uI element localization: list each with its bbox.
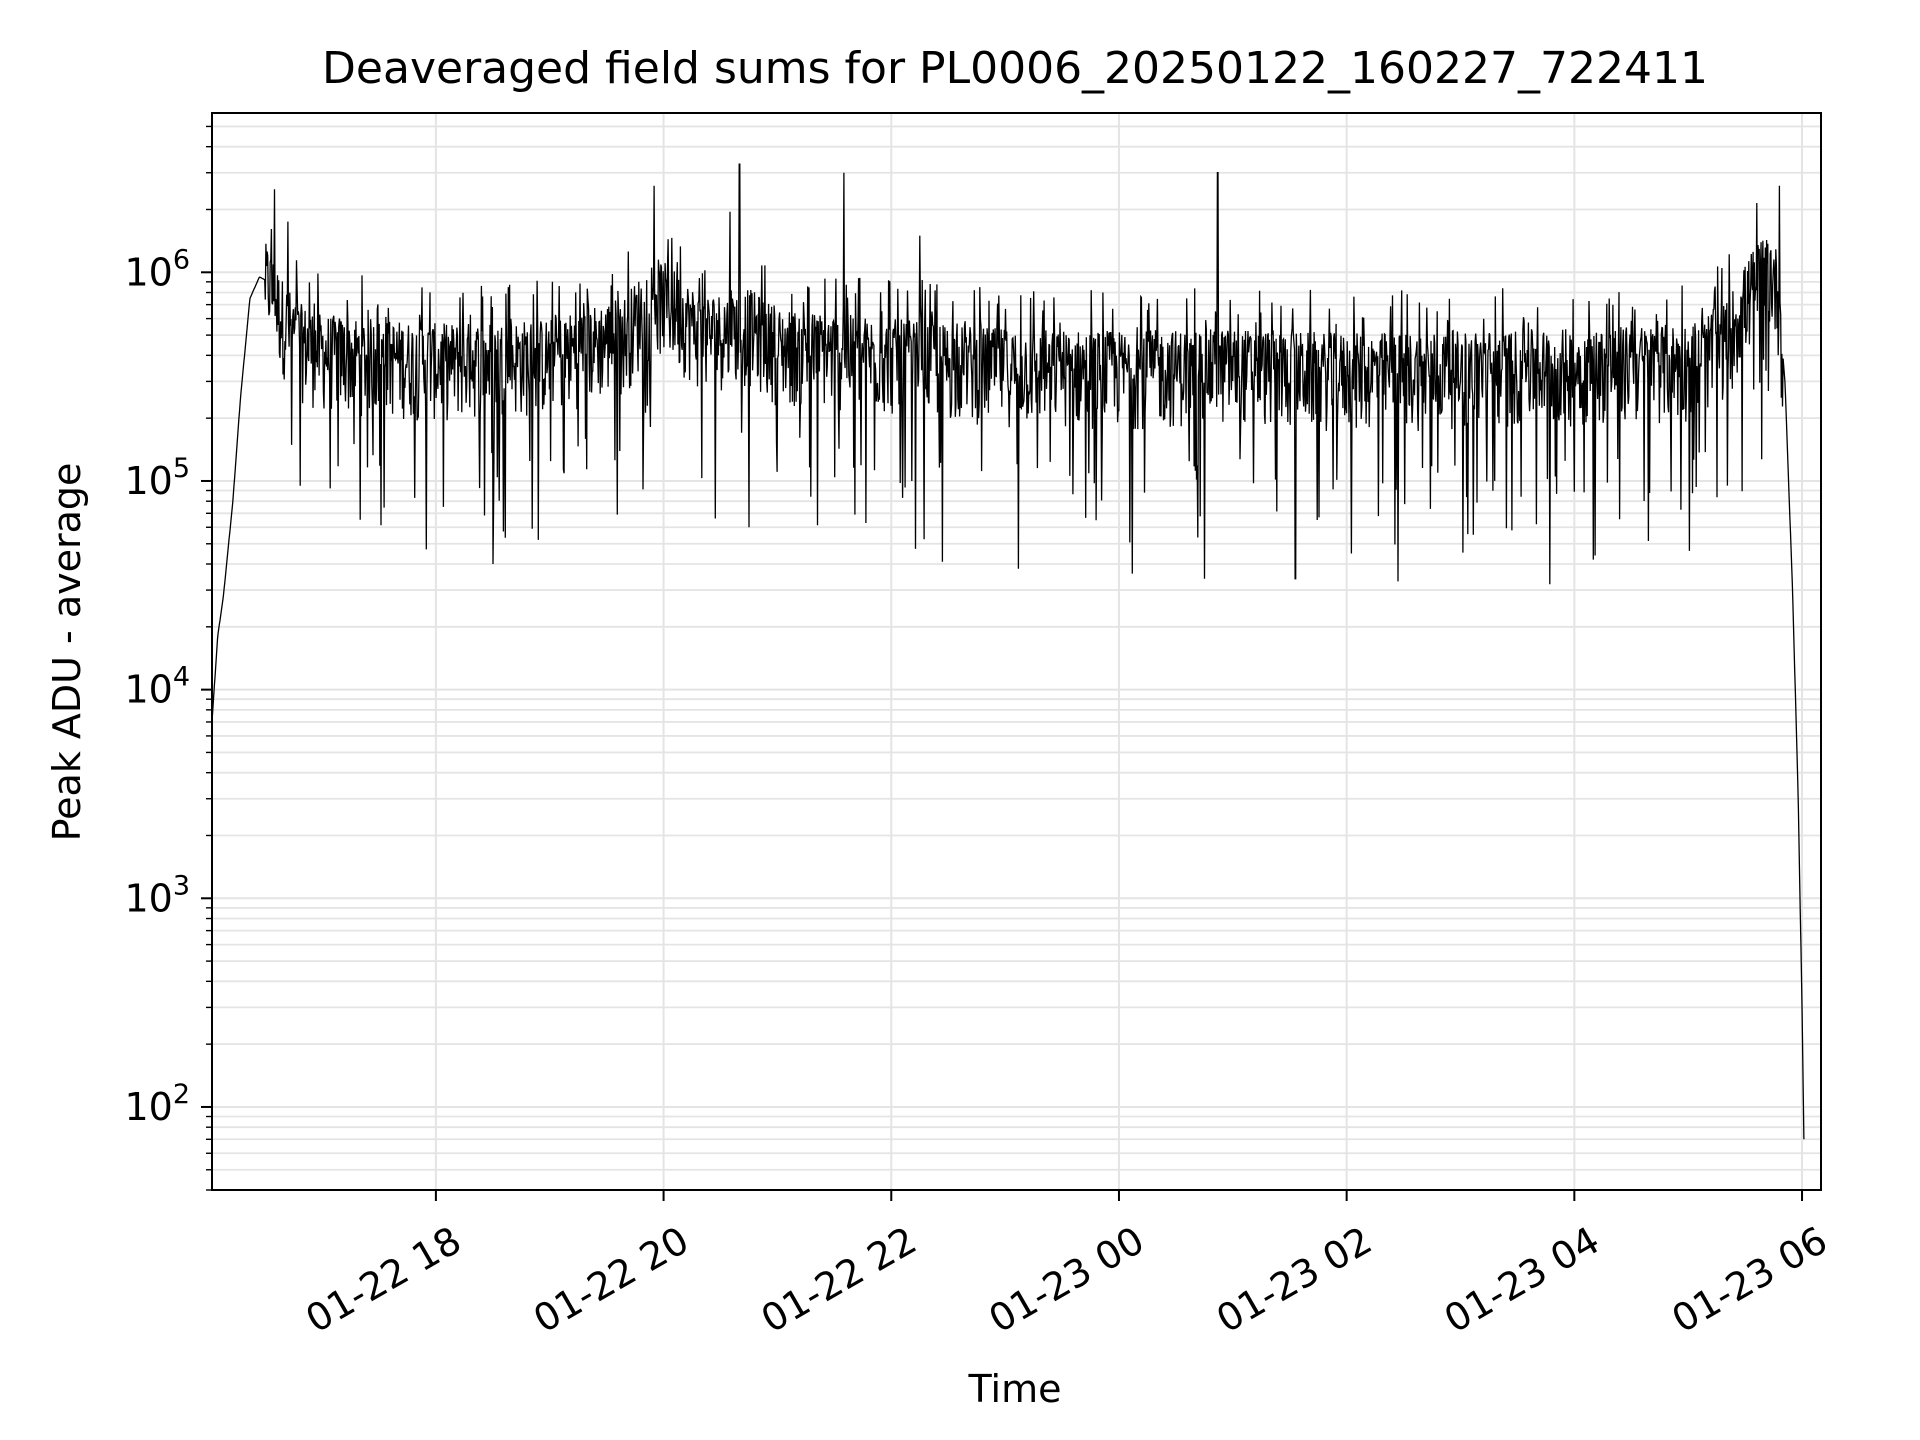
y-tick-label: 103 (124, 870, 190, 920)
y-tick-label: 105 (124, 453, 190, 503)
chart-title: Deaveraged field sums for PL0006_2025012… (322, 43, 1708, 94)
y-tick-label: 102 (124, 1079, 190, 1129)
y-axis-label: Peak ADU - average (45, 463, 89, 842)
y-tick-label: 104 (124, 662, 190, 712)
series-line (211, 163, 1805, 1140)
grid-lines (212, 113, 1821, 1191)
x-axis-label: Time (968, 1367, 1062, 1411)
data-series (211, 163, 1805, 1140)
y-tick-label: 106 (124, 244, 190, 294)
plot-frame (211, 112, 1822, 1191)
